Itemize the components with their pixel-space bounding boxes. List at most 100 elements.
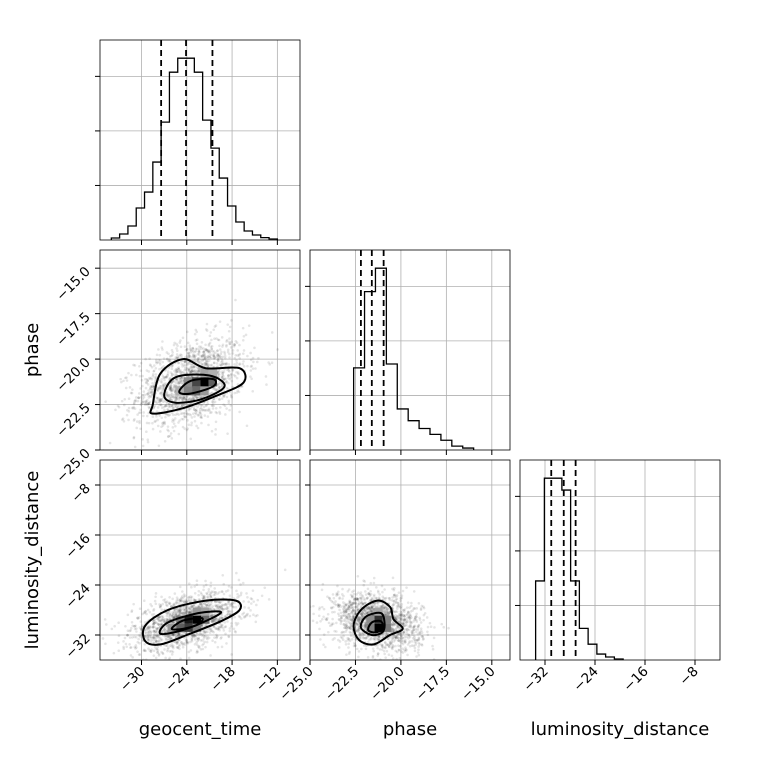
pair-geocent_time-luminosity_distance-sample-point bbox=[161, 602, 164, 606]
pair-phase-luminosity_distance-sample-point bbox=[410, 640, 414, 643]
pair-geocent_time-luminosity_distance-sample-point bbox=[198, 633, 201, 636]
pair-phase-luminosity_distance-sample-point bbox=[423, 611, 427, 615]
pair-geocent_time-luminosity_distance-ytick-label-1: −16 bbox=[62, 531, 93, 562]
pair-phase-luminosity_distance-sample-point bbox=[391, 629, 394, 632]
pair-geocent_time-phase-sample-point bbox=[146, 392, 149, 396]
pair-phase-luminosity_distance-sample-point bbox=[384, 611, 387, 615]
pair-geocent_time-luminosity_distance-sample-point bbox=[202, 634, 205, 637]
pair-geocent_time-phase-sample-point bbox=[171, 351, 174, 354]
pair-geocent_time-luminosity_distance-sample-point bbox=[189, 596, 193, 600]
pair-geocent_time-luminosity_distance-sample-point bbox=[178, 643, 181, 646]
pair-geocent_time-phase-ytick-label-4: −25.0 bbox=[53, 446, 94, 487]
pair-phase-luminosity_distance-sample-point bbox=[361, 613, 364, 617]
pair-geocent_time-luminosity_distance-sample-point bbox=[188, 608, 191, 611]
pair-phase-luminosity_distance-sample-point bbox=[384, 607, 388, 610]
pair-phase-luminosity_distance-sample-point bbox=[371, 605, 374, 608]
pair-geocent_time-luminosity_distance-sample-point bbox=[209, 615, 213, 618]
pair-geocent_time-luminosity_distance-sample-point bbox=[168, 612, 172, 615]
pair-phase-luminosity_distance-sample-point bbox=[391, 623, 394, 627]
pair-phase-luminosity_distance-sample-point bbox=[403, 650, 407, 653]
pair-geocent_time-phase-sample-point bbox=[127, 406, 131, 410]
pair-geocent_time-luminosity_distance-sample-point bbox=[156, 633, 160, 637]
pair-geocent_time-phase-sample-point bbox=[188, 355, 192, 358]
xtick-label-geocent_time-0: −30 bbox=[117, 664, 148, 695]
pair-phase-luminosity_distance-sample-point bbox=[426, 630, 429, 634]
pair-geocent_time-phase-sample-point bbox=[210, 410, 213, 414]
pair-geocent_time-phase-sample-point bbox=[172, 385, 176, 389]
pair-phase-luminosity_distance-sample-point bbox=[346, 590, 350, 593]
pair-geocent_time-luminosity_distance-sample-point bbox=[208, 627, 212, 631]
pair-geocent_time-luminosity_distance-sample-point bbox=[263, 586, 267, 590]
pair-geocent_time-luminosity_distance-sample-point bbox=[146, 638, 149, 642]
pair-phase-luminosity_distance-sample-point bbox=[385, 613, 389, 617]
pair-geocent_time-phase-sample-point bbox=[184, 409, 188, 413]
pair-phase-luminosity_distance-sample-point bbox=[377, 635, 381, 638]
pair-geocent_time-phase-sample-point bbox=[226, 323, 230, 326]
pair-geocent_time-phase-sample-point bbox=[193, 364, 196, 367]
pair-geocent_time-phase-sample-point bbox=[151, 415, 155, 419]
pair-geocent_time-phase-sample-point bbox=[194, 371, 198, 374]
pair-geocent_time-phase-sample-point bbox=[180, 362, 184, 366]
pair-geocent_time-luminosity_distance-sample-point bbox=[226, 610, 230, 614]
pair-phase-luminosity_distance-sample-point bbox=[398, 644, 402, 648]
pair-geocent_time-phase-sample-point bbox=[165, 391, 169, 394]
pair-geocent_time-phase-sample-point bbox=[137, 411, 141, 415]
pair-geocent_time-phase-sample-point bbox=[192, 366, 196, 369]
pair-geocent_time-phase-sample-point bbox=[220, 376, 224, 379]
pair-geocent_time-luminosity_distance-sample-point bbox=[144, 649, 147, 653]
pair-geocent_time-phase-sample-point bbox=[172, 413, 175, 417]
pair-geocent_time-phase-sample-point bbox=[127, 397, 131, 401]
pair-geocent_time-luminosity_distance-sample-point bbox=[157, 622, 160, 626]
pair-geocent_time-luminosity_distance-sample-point bbox=[159, 637, 163, 641]
pair-geocent_time-phase-sample-point bbox=[235, 341, 239, 345]
pair-geocent_time-luminosity_distance-sample-point bbox=[186, 640, 189, 644]
pair-geocent_time-phase-sample-point bbox=[174, 396, 178, 400]
pair-geocent_time-phase-sample-point bbox=[169, 371, 173, 374]
pair-phase-luminosity_distance-sample-point bbox=[359, 619, 362, 622]
pair-phase-luminosity_distance-sample-point bbox=[362, 612, 365, 615]
pair-geocent_time-phase-sample-point bbox=[221, 343, 225, 347]
pair-geocent_time-luminosity_distance-sample-point bbox=[154, 592, 158, 595]
pair-geocent_time-phase-sample-point bbox=[196, 369, 200, 373]
pair-phase-luminosity_distance-sample-point bbox=[395, 610, 399, 614]
pair-geocent_time-luminosity_distance-sample-point bbox=[180, 599, 183, 603]
pair-geocent_time-luminosity_distance-density-cell-1 bbox=[176, 623, 185, 632]
pair-phase-luminosity_distance-sample-point bbox=[388, 598, 392, 602]
pair-geocent_time-luminosity_distance-sample-point bbox=[152, 613, 156, 616]
pair-geocent_time-luminosity_distance-sample-point bbox=[143, 621, 147, 624]
pair-geocent_time-phase-sample-point bbox=[217, 385, 221, 388]
pair-geocent_time-luminosity_distance-sample-point bbox=[216, 627, 219, 631]
pair-geocent_time-phase-sample-point bbox=[208, 334, 212, 338]
pair-geocent_time-luminosity_distance-sample-point bbox=[154, 639, 158, 643]
pair-geocent_time-phase-sample-point bbox=[175, 377, 179, 381]
pair-geocent_time-phase-sample-point bbox=[151, 393, 154, 397]
pair-phase-luminosity_distance-sample-point bbox=[343, 602, 347, 605]
pair-geocent_time-phase-sample-point bbox=[167, 402, 171, 406]
pair-geocent_time-luminosity_distance-sample-point bbox=[230, 603, 234, 606]
pair-geocent_time-luminosity_distance-sample-point bbox=[187, 611, 191, 614]
pair-geocent_time-luminosity_distance-sample-point bbox=[179, 611, 183, 615]
pair-phase-luminosity_distance-sample-point bbox=[359, 618, 362, 622]
pair-geocent_time-luminosity_distance-sample-point bbox=[176, 640, 179, 643]
pair-geocent_time-phase-sample-point bbox=[203, 355, 206, 359]
pair-geocent_time-phase-sample-point bbox=[246, 364, 249, 368]
pair-geocent_time-phase-sample-point bbox=[150, 385, 153, 388]
pair-geocent_time-phase-sample-point bbox=[166, 401, 169, 405]
pair-geocent_time-luminosity_distance-sample-point bbox=[172, 603, 175, 607]
pair-geocent_time-phase-sample-point bbox=[145, 398, 149, 402]
pair-phase-luminosity_distance-sample-point bbox=[352, 589, 356, 593]
pair-geocent_time-luminosity_distance-sample-point bbox=[195, 637, 199, 640]
pair-phase-luminosity_distance-sample-point bbox=[442, 625, 446, 629]
pair-phase-luminosity_distance-sample-point bbox=[394, 613, 397, 617]
pair-geocent_time-luminosity_distance-sample-point bbox=[188, 610, 191, 614]
pair-phase-luminosity_distance-sample-point bbox=[344, 630, 348, 633]
pair-phase-luminosity_distance-sample-point bbox=[348, 614, 352, 618]
pair-geocent_time-luminosity_distance-sample-point bbox=[256, 598, 260, 602]
pair-geocent_time-luminosity_distance-sample-point bbox=[166, 648, 170, 651]
pair-geocent_time-phase-sample-point bbox=[206, 357, 210, 360]
pair-phase-luminosity_distance-sample-point bbox=[387, 644, 390, 647]
pair-geocent_time-phase-sample-point bbox=[150, 391, 153, 394]
pair-phase-luminosity_distance-sample-point bbox=[372, 576, 376, 580]
pair-phase-luminosity_distance-sample-point bbox=[351, 606, 354, 610]
pair-geocent_time-phase-sample-point bbox=[204, 348, 208, 351]
